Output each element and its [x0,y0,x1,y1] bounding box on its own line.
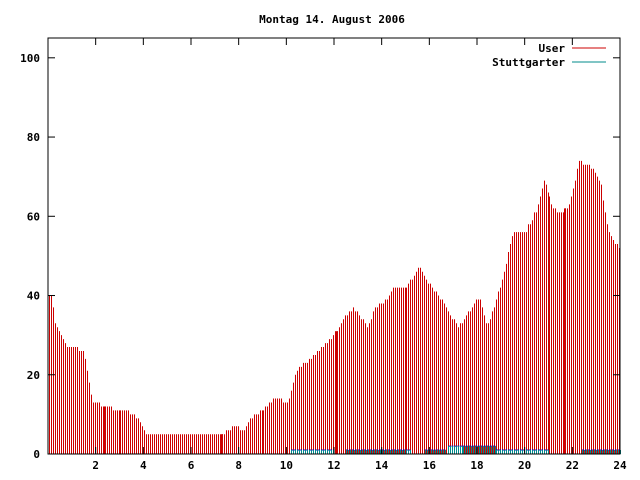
stuttgarter-series [291,445,621,454]
x-tick-label: 16 [423,459,437,472]
x-tick-label: 24 [613,459,627,472]
x-tick-label: 14 [375,459,389,472]
x-axis: 2 4 6 8 10 12 14 16 18 20 22 24 [92,38,627,472]
user-series [49,160,620,454]
x-tick-label: 2 [92,459,99,472]
x-tick-label: 18 [470,459,483,472]
legend-label-user: User [539,42,566,55]
y-tick-label: 20 [27,369,40,382]
x-tick-label: 12 [327,459,340,472]
x-tick-label: 4 [140,459,147,472]
y-axis: 0 20 40 60 80 100 [20,52,620,461]
y-tick-label: 100 [20,52,40,65]
y-tick-label: 40 [27,290,40,303]
x-tick-label: 8 [235,459,242,472]
legend-label-stuttgarter: Stuttgarter [492,56,565,69]
legend: User Stuttgarter [492,42,606,69]
x-tick-label: 6 [188,459,195,472]
chart-title: Montag 14. August 2006 [259,13,405,26]
y-tick-label: 0 [33,448,40,461]
x-tick-label: 10 [280,459,293,472]
x-tick-label: 20 [518,459,531,472]
x-tick-label: 22 [566,459,579,472]
y-tick-label: 60 [27,210,40,223]
y-tick-label: 80 [27,131,40,144]
